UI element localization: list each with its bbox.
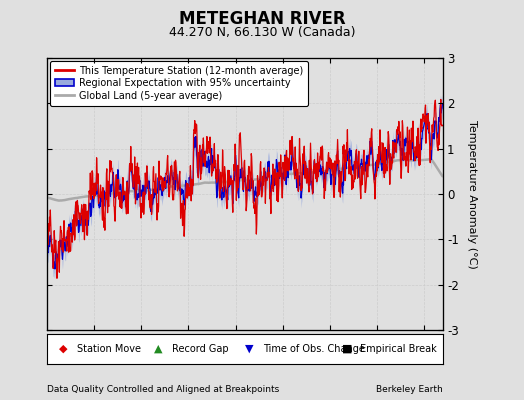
Legend: This Temperature Station (12-month average), Regional Expectation with 95% uncer: This Temperature Station (12-month avera… [50,61,308,106]
Y-axis label: Temperature Anomaly (°C): Temperature Anomaly (°C) [467,120,477,268]
Text: Berkeley Earth: Berkeley Earth [376,385,443,394]
Text: METEGHAN RIVER: METEGHAN RIVER [179,10,345,28]
Text: Time of Obs. Change: Time of Obs. Change [263,344,365,354]
Text: 44.270 N, 66.130 W (Canada): 44.270 N, 66.130 W (Canada) [169,26,355,39]
Text: ▼: ▼ [245,344,254,354]
Text: Record Gap: Record Gap [172,344,228,354]
Text: Station Move: Station Move [77,344,141,354]
Text: Empirical Break: Empirical Break [359,344,436,354]
Text: Data Quality Controlled and Aligned at Breakpoints: Data Quality Controlled and Aligned at B… [47,385,279,394]
Text: ▲: ▲ [154,344,162,354]
Text: ◆: ◆ [59,344,68,354]
Text: ■: ■ [342,344,353,354]
